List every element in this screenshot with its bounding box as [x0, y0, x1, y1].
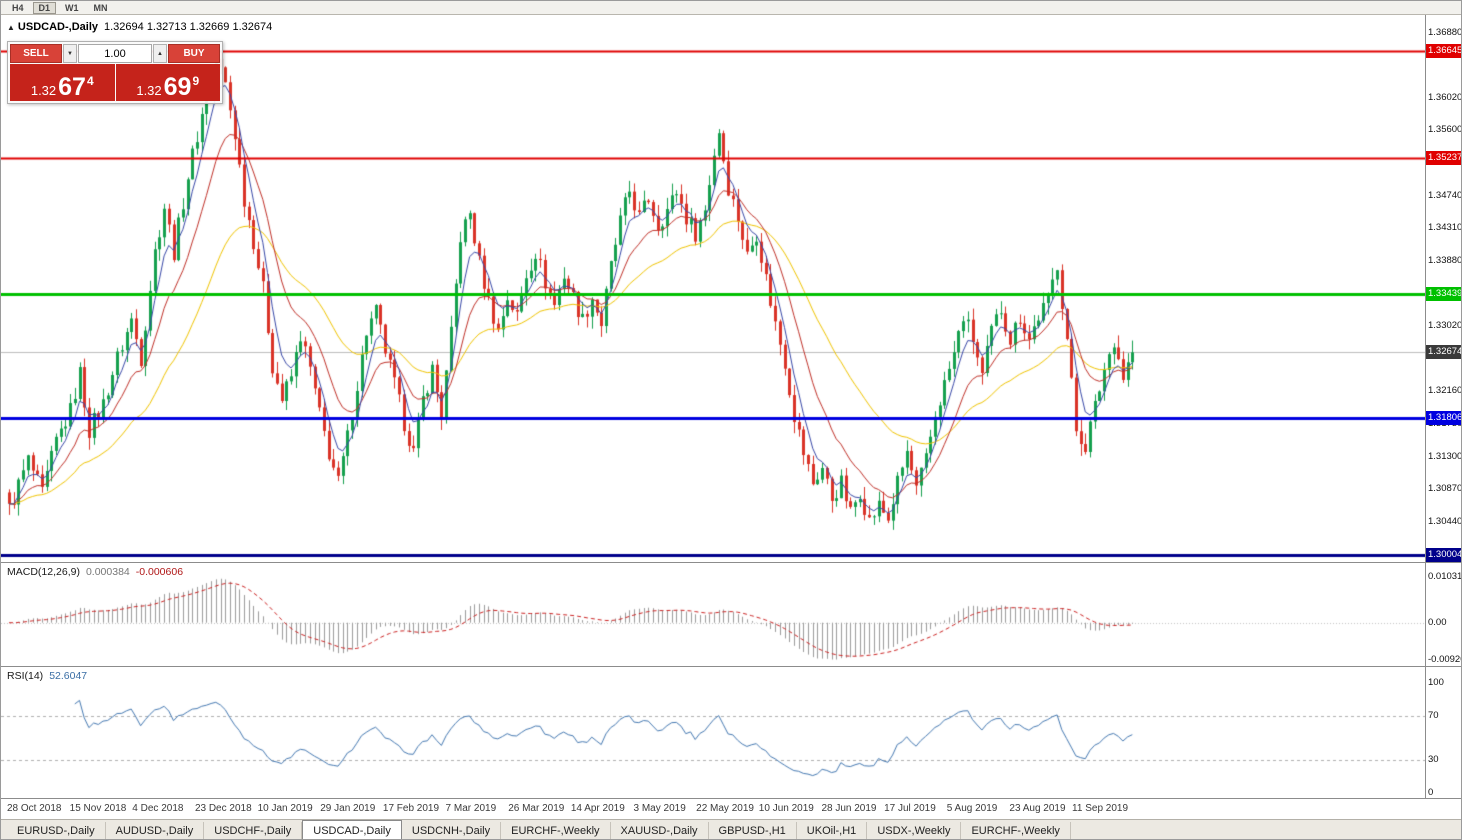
chart-tab-usdchf-daily[interactable]: USDCHF-,Daily	[204, 822, 303, 839]
macd-axis-label: 0.00	[1428, 616, 1447, 628]
timeframe-button-w1[interactable]: W1	[59, 2, 85, 14]
rsi-panel: RSI(14) 52.6047 100 70 30 0	[1, 667, 1461, 799]
rsi-canvas[interactable]	[1, 667, 1425, 798]
macd-axis-label: 0.010311	[1428, 571, 1462, 582]
volume-increase-button[interactable]: ▲	[153, 44, 167, 63]
chart-symbol-label: USDCAD-,Daily	[17, 21, 98, 33]
date-label: 3 May 2019	[633, 803, 686, 814]
macd-label: MACD(12,26,9) 0.000384 -0.000606	[7, 566, 183, 578]
date-label: 10 Jan 2019	[257, 803, 313, 814]
price-axis-label: 1.31300	[1428, 450, 1462, 462]
level-price-tag: 1.33439	[1426, 287, 1462, 302]
chart-tab-xauusd-daily[interactable]: XAUUSD-,Daily	[611, 822, 709, 839]
rsi-title: RSI(14)	[7, 670, 44, 682]
date-label: 28 Oct 2018	[7, 803, 62, 814]
date-label: 29 Jan 2019	[320, 803, 376, 814]
timeframe-button-d1[interactable]: D1	[32, 1, 57, 14]
sell-price-display[interactable]: 1.32 67 4	[10, 64, 115, 101]
price-axis-label: 1.33880	[1428, 254, 1462, 266]
price-axis-label: 1.34740	[1428, 189, 1462, 201]
timeframe-button-h4[interactable]: H4	[6, 2, 30, 14]
timeframe-button-mn[interactable]: MN	[88, 2, 114, 14]
price-axis-label: 1.33020	[1428, 320, 1462, 332]
macd-main-value: 0.000384	[85, 566, 130, 578]
date-label: 10 Jun 2019	[758, 803, 814, 814]
level-price-tag: 1.31806	[1426, 411, 1462, 426]
macd-axis-label: -0.00920	[1428, 654, 1462, 665]
chart-tab-usdcnh-daily[interactable]: USDCNH-,Daily	[402, 822, 502, 839]
macd-signal-value: -0.000606	[135, 566, 184, 578]
chart-tab-ukoil-h1[interactable]: UKOil-,H1	[797, 822, 868, 839]
buy-price-display[interactable]: 1.32 69 9	[115, 64, 220, 101]
level-price-tag: 1.36645	[1426, 44, 1462, 59]
rsi-label: RSI(14) 52.6047	[7, 670, 87, 682]
chart-tab-usdx-weekly[interactable]: USDX-,Weekly	[867, 822, 962, 839]
bottom-tabbar: EURUSD-,Daily AUDUSD-,Daily USDCHF-,Daily U…	[1, 819, 1461, 839]
volume-input[interactable]	[78, 44, 152, 63]
current-price-tag: 1.32674	[1426, 345, 1462, 360]
buy-button[interactable]: BUY	[168, 44, 220, 63]
date-axis[interactable]: 28 Oct 2018 15 Nov 2018 4 Dec 2018 23 Dec 2…	[1, 799, 1461, 819]
date-label: 4 Dec 2018	[132, 803, 184, 814]
price-axis-label: 1.30440	[1428, 515, 1462, 527]
date-label: 17 Feb 2019	[382, 803, 440, 814]
sell-price-big: 1.32	[30, 83, 57, 98]
date-label: 15 Nov 2018	[69, 803, 127, 814]
macd-title: MACD(12,26,9)	[7, 566, 80, 578]
chart-tab-eurchf-weekly[interactable]: EURCHF-,Weekly	[961, 822, 1071, 839]
date-label: 23 Aug 2019	[1009, 803, 1066, 814]
buy-price-point: 9	[192, 74, 200, 88]
price-axis[interactable]: 1.368801.360201.356001.351701.347401.343…	[1425, 15, 1462, 562]
buy-price-pips: 69	[163, 73, 192, 101]
sell-price-point: 4	[86, 74, 94, 88]
rsi-axis-label: 100	[1428, 677, 1444, 688]
sell-button[interactable]: SELL	[10, 44, 62, 63]
chart-ohlc-values: 1.32694 1.32713 1.32669 1.32674	[104, 21, 273, 33]
date-label: 5 Aug 2019	[946, 803, 998, 814]
price-axis-label: 1.32160	[1428, 385, 1462, 397]
level-price-tag: 1.35237	[1426, 150, 1462, 165]
chart-tab-usdcad-daily[interactable]: USDCAD-,Daily	[302, 820, 402, 839]
level-price-tag: 1.30004	[1426, 547, 1462, 562]
chevron-down-icon: ▼	[67, 50, 73, 57]
chart-collapse-icon[interactable]: ▲	[7, 23, 15, 32]
chart-tab-gbpusd-h1[interactable]: GBPUSD-,H1	[709, 822, 797, 839]
main-chart-panel: ▲ USDCAD-,Daily 1.32694 1.32713 1.32669 1.…	[1, 15, 1461, 563]
main-chart-canvas[interactable]	[1, 15, 1425, 562]
rsi-axis[interactable]: 100 70 30 0	[1425, 667, 1461, 798]
date-label: 14 Apr 2019	[570, 803, 625, 814]
chevron-up-icon: ▲	[157, 50, 163, 57]
one-click-trading-panel: SELL ▼ ▲ BUY 1.32 67 4 1.32 69 9	[7, 41, 223, 104]
date-label: 17 Jul 2019	[884, 803, 936, 814]
timeframe-toolbar: H4 D1 W1 MN	[1, 1, 1461, 15]
macd-panel: MACD(12,26,9)0.000384-0.000606 0.0103110…	[1, 563, 1461, 667]
chart-tab-eurusd-daily[interactable]: EURUSD-,Daily	[7, 822, 106, 839]
price-axis-label: 1.30870	[1428, 483, 1462, 495]
macd-axis[interactable]: 0.010311 0.00 -0.00920	[1425, 563, 1462, 666]
price-axis-label: 1.34310	[1428, 222, 1462, 234]
sell-price-pips: 67	[58, 73, 86, 101]
date-label: 23 Dec 2018	[194, 803, 252, 814]
date-label: 7 Mar 2019	[445, 803, 497, 814]
price-axis-label: 1.36020	[1428, 92, 1462, 104]
rsi-axis-label: 70	[1428, 710, 1439, 721]
chart-tab-audusd-daily[interactable]: AUDUSD-,Daily	[106, 822, 205, 839]
date-label: 22 May 2019	[696, 803, 754, 814]
rsi-axis-label: 0	[1428, 787, 1434, 798]
volume-decrease-button[interactable]: ▼	[63, 44, 77, 63]
price-axis-label: 1.35600	[1428, 124, 1462, 136]
price-axis-label: 1.36880	[1428, 27, 1462, 39]
date-label: 28 Jun 2019	[821, 803, 877, 814]
rsi-axis-label: 30	[1428, 754, 1439, 765]
date-label: 26 Mar 2019	[508, 803, 565, 814]
macd-canvas[interactable]	[1, 563, 1425, 666]
chart-title: ▲ USDCAD-,Daily 1.32694 1.32713 1.32669 1.…	[7, 21, 272, 33]
buy-price-big: 1.32	[136, 83, 162, 98]
date-label: 11 Sep 2019	[1072, 803, 1129, 814]
rsi-value: 52.6047	[49, 670, 88, 682]
chart-tab-eurchf-weekly[interactable]: EURCHF-,Weekly	[501, 822, 611, 839]
